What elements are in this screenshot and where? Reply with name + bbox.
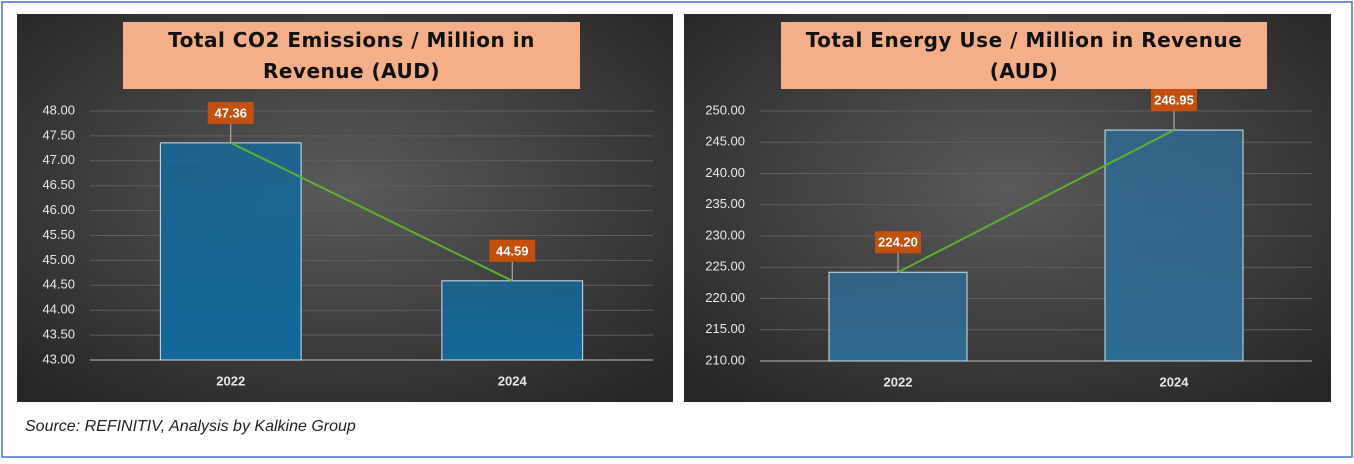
y-tick-label: 235.00 (705, 196, 745, 211)
title-box (123, 22, 580, 89)
data-label: 44.59 (496, 243, 529, 258)
title-wrap: Total CO2 Emissions / Million in Revenue… (168, 28, 535, 83)
bar (828, 271, 968, 362)
data-label-box (489, 239, 536, 262)
x-tick-label: 2024 (1160, 374, 1190, 389)
data-label-box (207, 101, 254, 124)
chart-title: Total Energy Use / Million in Revenue (A… (805, 28, 1243, 83)
y-tick-label: 210.00 (705, 352, 745, 367)
x-tick-label: 2024 (498, 373, 528, 388)
y-tick-label: 225.00 (705, 259, 745, 274)
chart-title: Total CO2 Emissions / Million in Revenue… (168, 28, 535, 83)
y-tick-label: 47.00 (42, 152, 75, 167)
y-tick-label: 44.50 (42, 277, 75, 292)
y-tick-label: 48.00 (42, 102, 75, 117)
y-tick-label: 46.50 (42, 177, 75, 192)
y-tick-label: 220.00 (705, 290, 745, 305)
y-tick-label: 240.00 (705, 165, 745, 180)
bar (441, 280, 584, 361)
data-label-box (875, 231, 921, 254)
trend-line (897, 129, 1175, 274)
y-tick-label: 46.00 (42, 202, 75, 217)
y-tick-label: 230.00 (705, 227, 745, 242)
data-label: 224.20 (878, 235, 918, 250)
x-tick-label: 2022 (216, 373, 245, 388)
title-wrap: Total Energy Use / Million in Revenue (A… (805, 28, 1243, 83)
y-tick-label: 47.50 (42, 127, 75, 142)
data-label: 47.36 (214, 105, 247, 120)
y-tick-label: 45.50 (42, 227, 75, 242)
bar (159, 142, 302, 361)
y-tick-label: 43.50 (42, 327, 75, 342)
y-tick-label: 215.00 (705, 321, 745, 336)
y-tick-label: 45.00 (42, 252, 75, 267)
y-tick-label: 44.00 (42, 302, 75, 317)
trend-line (230, 141, 513, 282)
bar (1104, 129, 1244, 362)
y-tick-label: 250.00 (705, 102, 745, 117)
title-box (781, 22, 1267, 89)
x-tick-label: 2022 (884, 374, 913, 389)
data-label-box (1151, 89, 1197, 112)
source: Source: REFINITIV, Analysis by Kalkine G… (25, 418, 356, 435)
y-tick-label: 245.00 (705, 134, 745, 149)
data-label: 246.95 (1154, 93, 1194, 108)
y-tick-label: 43.00 (42, 351, 75, 366)
